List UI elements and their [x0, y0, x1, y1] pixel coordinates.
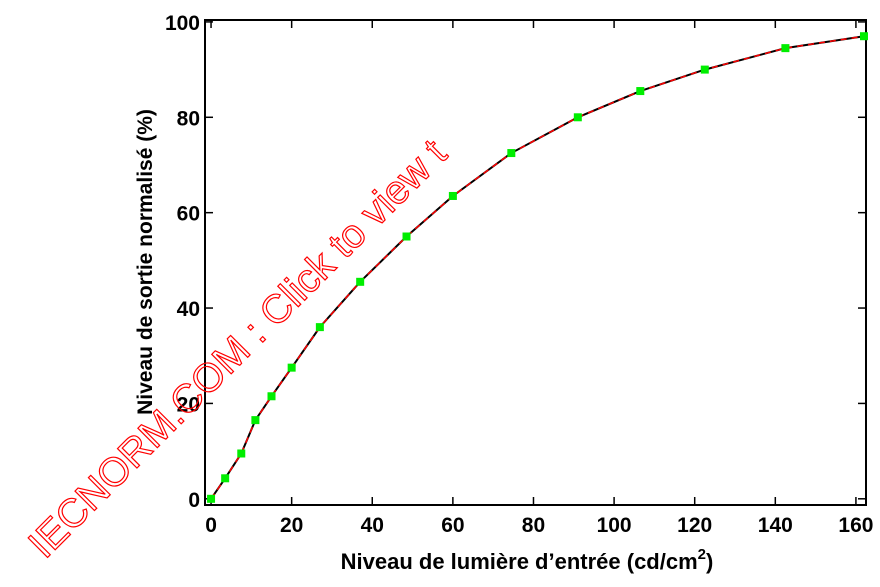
- x-tick-label: 20: [280, 514, 303, 537]
- data-point: [402, 232, 411, 241]
- x-tick-label: 60: [441, 514, 464, 537]
- x-label-end: ): [706, 549, 713, 574]
- x-tick-label: 40: [361, 514, 384, 537]
- x-tick-label: 120: [677, 514, 712, 537]
- y-tick-label: 40: [177, 298, 200, 321]
- data-point: [315, 323, 324, 332]
- data-point: [356, 277, 365, 286]
- data-point: [636, 87, 645, 96]
- y-tick-label: 60: [177, 203, 200, 226]
- data-point: [251, 416, 260, 425]
- x-tick-label: 100: [597, 514, 632, 537]
- data-point: [287, 363, 296, 372]
- data-point: [573, 113, 582, 122]
- data-point: [221, 474, 230, 483]
- watermark: IECNORM.COM : Click to view t: [20, 131, 455, 566]
- data-point: [267, 392, 276, 401]
- x-tick-label: 160: [838, 514, 873, 537]
- y-tick-label: 100: [165, 12, 200, 35]
- data-point: [448, 191, 457, 200]
- data-point: [859, 32, 868, 41]
- x-axis-label: Niveau de lumière d’entrée (cd/cm2): [341, 546, 714, 574]
- x-tick-label: 80: [522, 514, 545, 537]
- data-point: [207, 494, 216, 503]
- x-label-sup: 2: [698, 546, 706, 563]
- x-label-text: Niveau de lumière d’entrée (cd/cm: [341, 549, 698, 574]
- series-line-dashed: [210, 35, 865, 500]
- y-tick-label: 80: [177, 107, 200, 130]
- y-axis-label: Niveau de sortie normalisé (%): [134, 109, 157, 415]
- x-tick-label: 0: [205, 514, 217, 537]
- data-point: [237, 449, 246, 458]
- data-point: [700, 65, 709, 74]
- data-point: [781, 44, 790, 53]
- data-point: [507, 149, 516, 158]
- x-tick-label: 140: [758, 514, 793, 537]
- plot-frame: [204, 19, 867, 506]
- y-tick-label: 20: [177, 393, 200, 416]
- y-tick-label: 0: [188, 489, 200, 512]
